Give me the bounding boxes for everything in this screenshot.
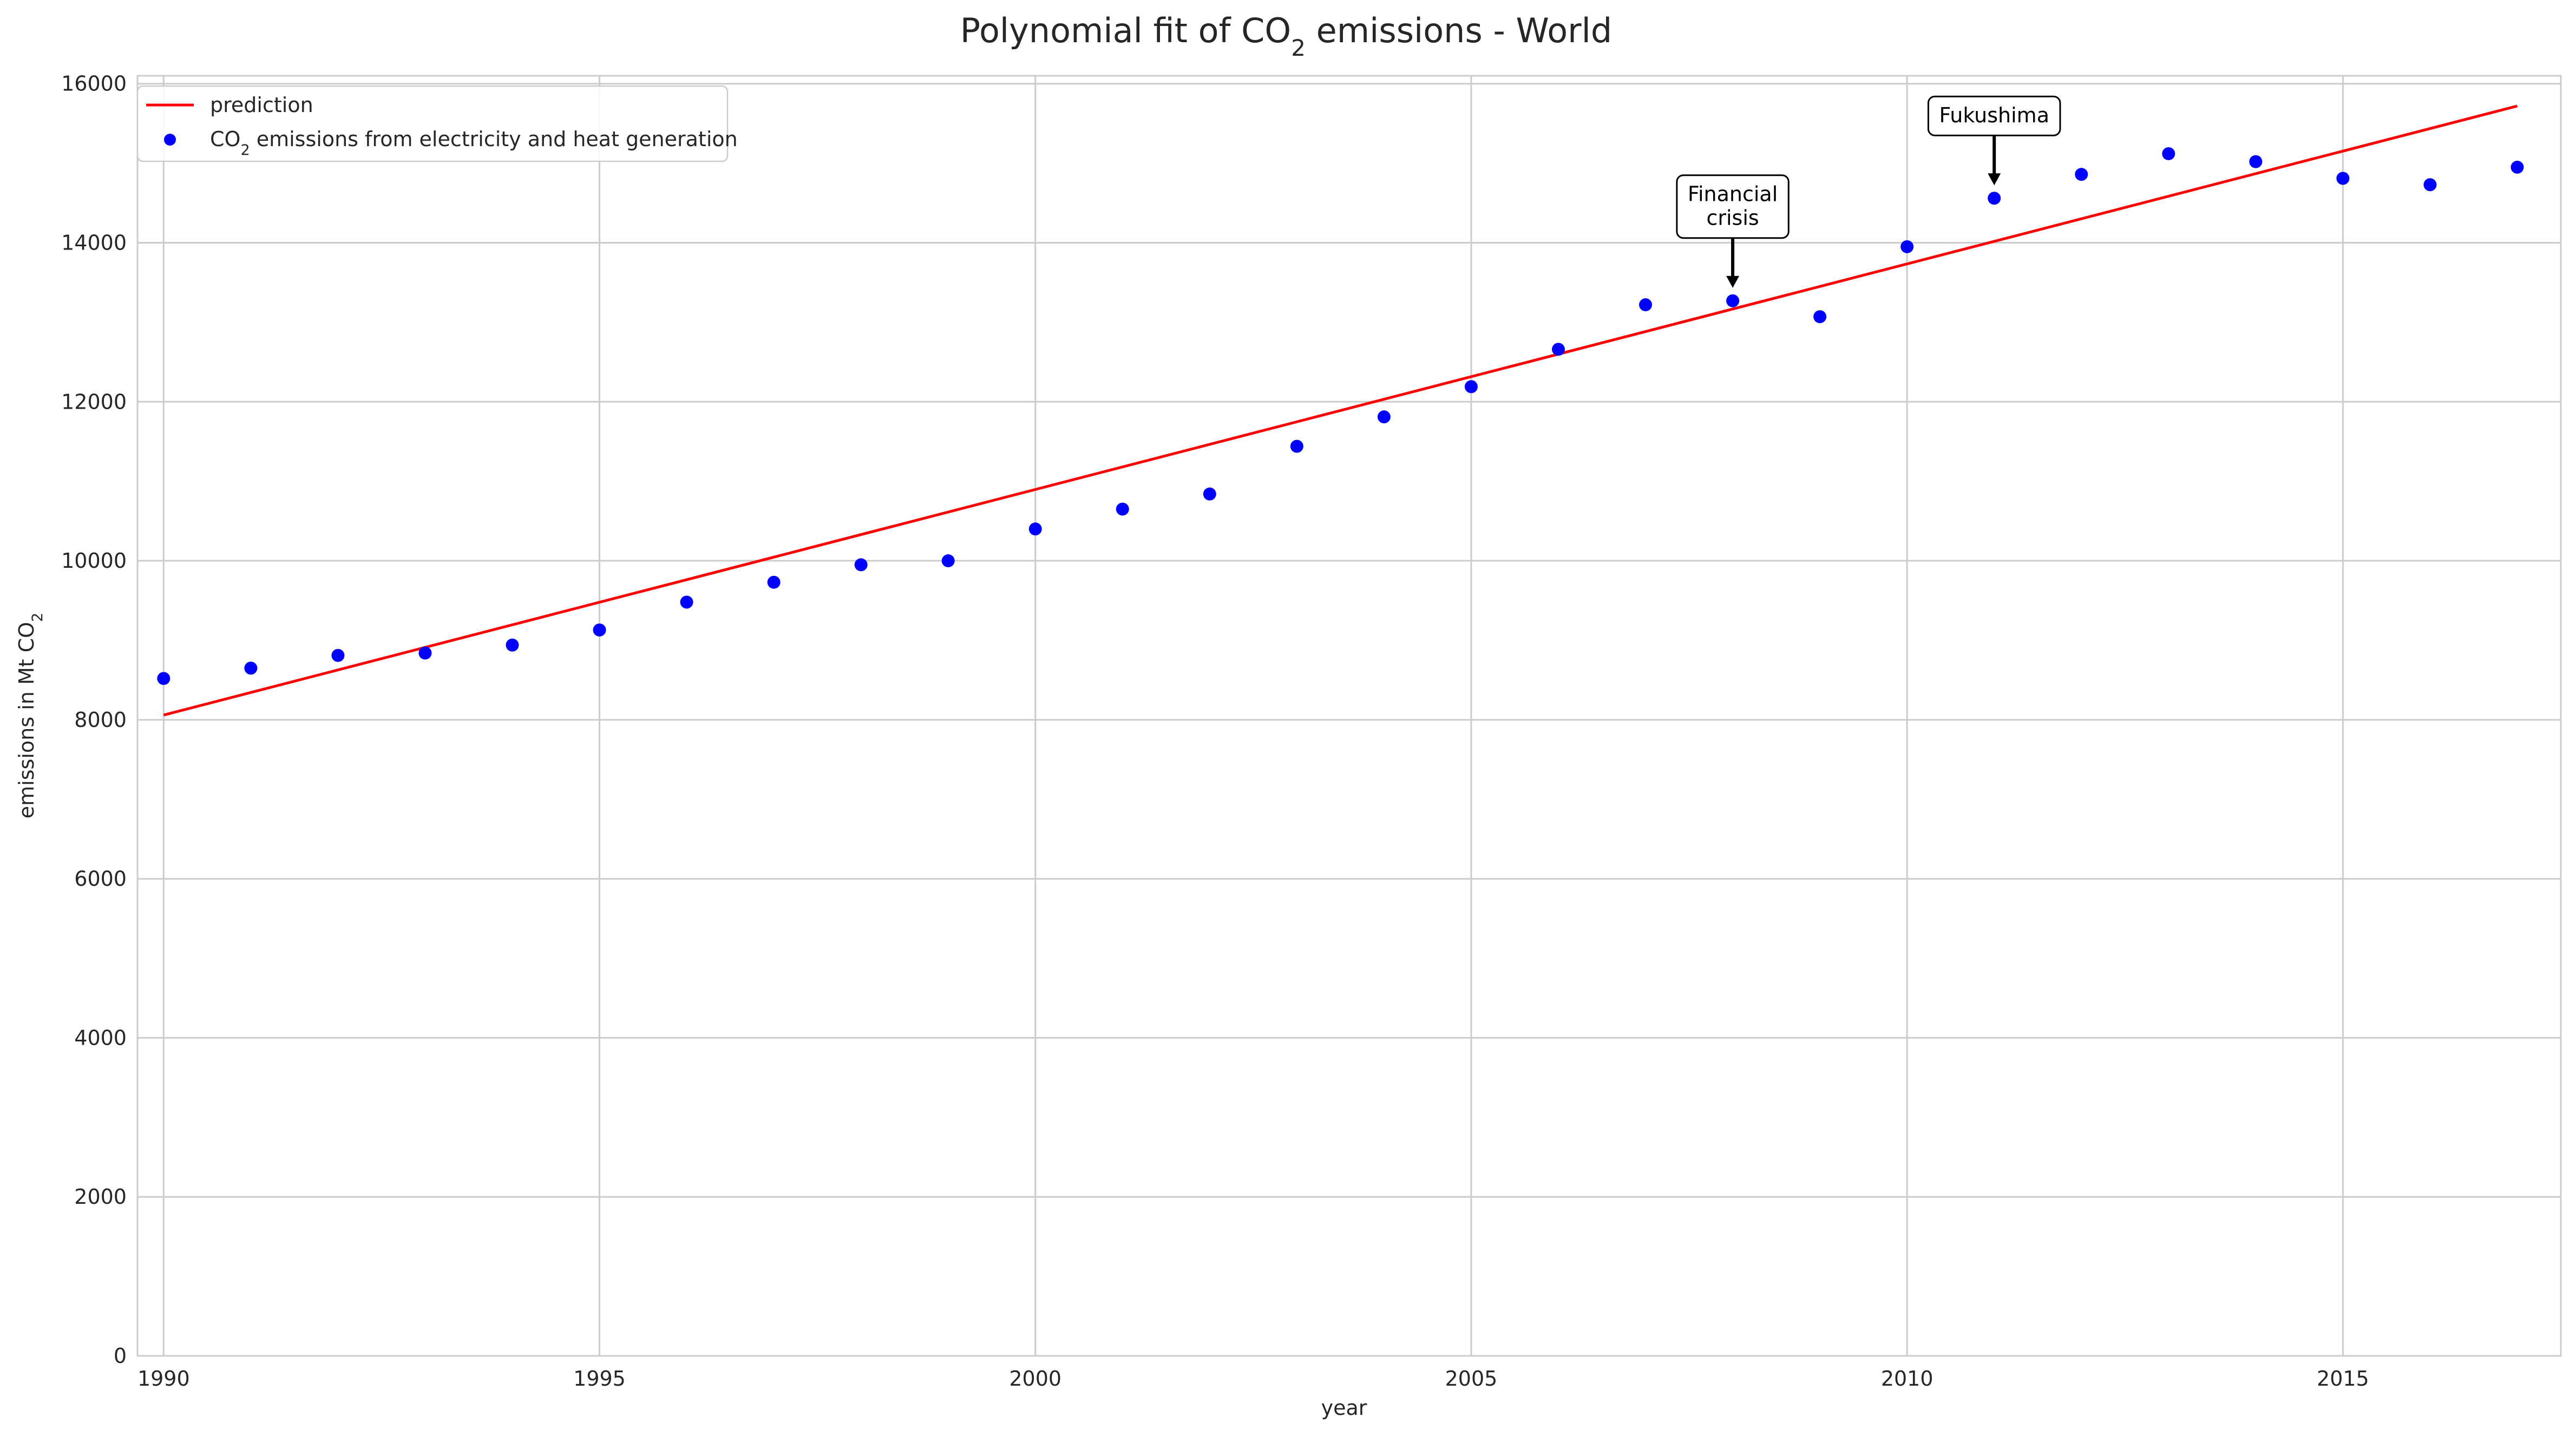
y-axis-label: emissions in Mt CO2 (15, 613, 46, 818)
annotation-label-line: Financial (1688, 182, 1778, 206)
annotation-label: Fukushima (1939, 103, 2049, 127)
data-point (1377, 410, 1391, 424)
data-point (680, 595, 693, 609)
gridlines (137, 76, 2561, 1357)
x-tick-label: 2005 (1445, 1367, 1498, 1391)
legend-label-emissions: CO2 emissions from electricity and heat … (210, 127, 738, 159)
y-axis-label-subscript: 2 (29, 613, 46, 622)
data-point (854, 558, 868, 572)
data-point (418, 646, 432, 660)
data-point (2075, 168, 2088, 181)
data-point (244, 661, 258, 675)
y-tick-label: 14000 (61, 231, 127, 254)
legend-box (136, 85, 729, 162)
x-tick-label: 1990 (137, 1367, 190, 1391)
legend-label-emissions-subscript: 2 (240, 142, 250, 159)
data-point (1813, 310, 1827, 324)
chart-title-tail: emissions - World (1306, 11, 1612, 50)
annotation-label-line: Fukushima (1939, 103, 2049, 127)
data-point (1900, 240, 1914, 253)
x-axis-label: year (1321, 1396, 1367, 1420)
y-tick-label: 10000 (61, 549, 127, 573)
data-point (1464, 380, 1478, 394)
data-point (1988, 192, 2001, 205)
data-point (1203, 487, 1216, 501)
data-point (2162, 147, 2175, 160)
data-point (1552, 343, 1565, 356)
series-layer (157, 104, 2524, 717)
chart-title-main: Polynomial fit of CO (960, 11, 1291, 50)
y-tick-label: 0 (114, 1344, 127, 1368)
data-point (1639, 298, 1653, 312)
annotation-label: Financial crisis (1688, 182, 1778, 230)
data-point (767, 575, 781, 589)
legend-label-prediction: prediction (210, 93, 313, 117)
data-point (331, 648, 345, 662)
data-point (2336, 172, 2350, 185)
y-tick-label: 6000 (74, 867, 127, 891)
y-tick-label: 12000 (61, 390, 127, 414)
data-point (1116, 502, 1129, 516)
tick-labels: 0 2000 4000 6000 8000 10000 12000 14000 16000 199… (61, 72, 2369, 1391)
x-tick-label: 2010 (1881, 1367, 1933, 1391)
data-point (157, 672, 171, 685)
legend-label-emissions-tail: emissions from electricity and heat gene… (250, 127, 738, 151)
annotation-arrow-head (1988, 173, 2001, 186)
prediction-line (163, 104, 2518, 717)
data-point (1290, 440, 1303, 453)
annotation-label-line: crisis (1706, 206, 1759, 230)
data-point (1028, 522, 1042, 536)
plot-area-frame (136, 75, 2562, 1357)
annotations: Financial crisis Fukushima (1676, 95, 2061, 288)
data-point (506, 638, 519, 652)
chart-title-subscript: 2 (1291, 35, 1306, 61)
data-point (2249, 155, 2263, 168)
legend-label-emissions-main: CO (210, 127, 240, 151)
legend-marker-swatch (164, 134, 176, 146)
chart-title: Polynomial fit of CO2 emissions - World (960, 11, 1612, 61)
y-tick-label: 2000 (74, 1185, 127, 1209)
y-tick-label: 16000 (61, 72, 127, 96)
data-point (941, 554, 955, 568)
y-tick-label: 8000 (74, 708, 127, 732)
plot-area-background (137, 76, 2561, 1356)
y-axis-label-main: emissions in Mt CO (15, 622, 38, 818)
data-point (1726, 294, 1740, 307)
data-point (2423, 178, 2437, 192)
x-tick-label: 1995 (573, 1367, 626, 1391)
annotation: Fukushima (1927, 95, 2061, 186)
annotation-arrow-head (1726, 276, 1740, 288)
data-point (593, 623, 606, 637)
x-tick-label: 2015 (2317, 1367, 2369, 1391)
legend: prediction CO2 emissions from electricit… (136, 85, 738, 162)
data-point (2511, 160, 2524, 174)
annotation: Financial crisis (1676, 174, 1790, 288)
y-tick-label: 4000 (74, 1026, 127, 1050)
x-tick-label: 2000 (1009, 1367, 1061, 1391)
